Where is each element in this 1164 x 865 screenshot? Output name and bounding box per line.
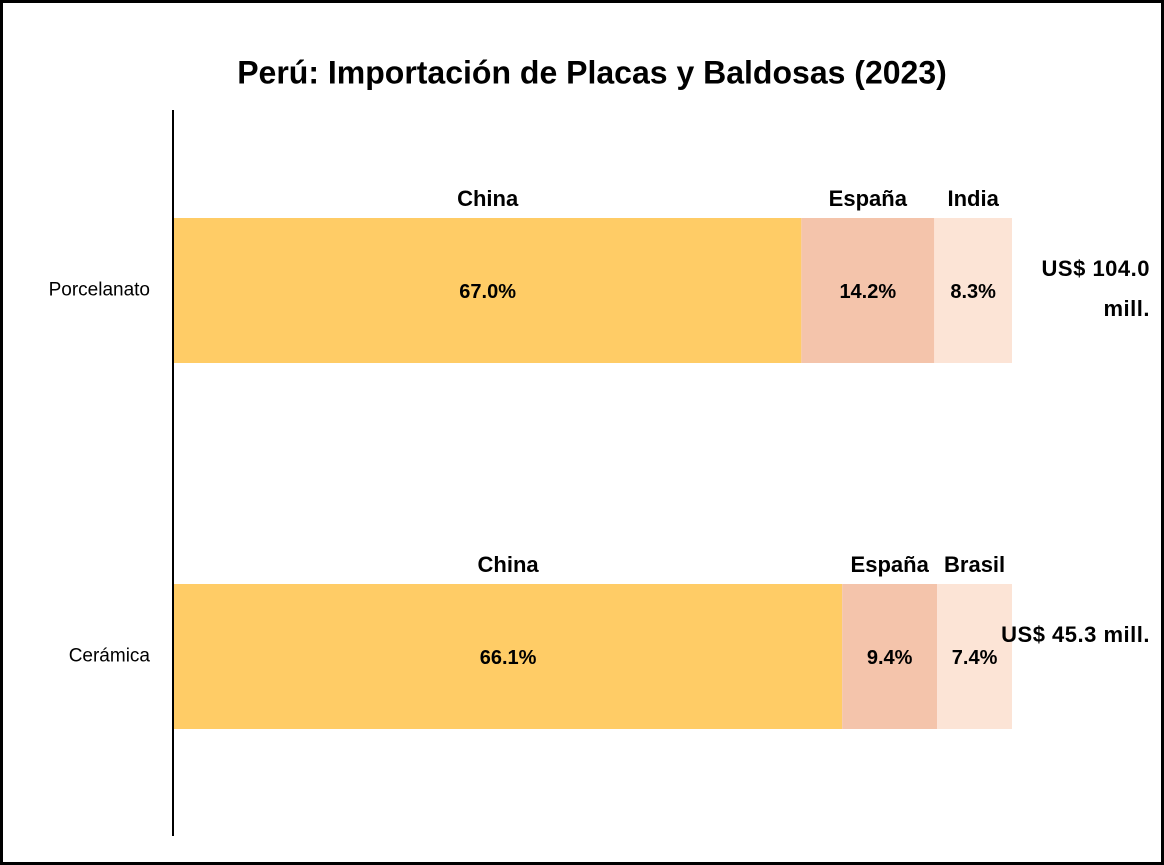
category-label: Porcelanato — [49, 280, 150, 301]
chart-title: Perú: Importación de Placas y Baldosas (… — [237, 54, 947, 90]
value-label: 14.2% — [839, 281, 896, 303]
bar-segment — [842, 584, 938, 729]
bar-segment — [174, 218, 802, 363]
bar-segment — [801, 218, 935, 363]
total-label: US$ 45.3 mill. — [1001, 621, 1150, 647]
category-label: Cerámica — [69, 646, 151, 667]
bar-segment — [934, 218, 1012, 363]
segment-label: España — [851, 552, 930, 577]
segment-label: China — [478, 552, 540, 577]
bar-segment — [937, 584, 1012, 729]
value-label: 7.4% — [952, 647, 998, 669]
value-label: 66.1% — [480, 647, 537, 669]
segment-label: China — [457, 186, 519, 211]
value-label: 9.4% — [867, 647, 913, 669]
bar-segment — [174, 584, 843, 729]
segment-label: India — [947, 186, 999, 211]
segment-label: España — [829, 186, 908, 211]
segment-label: Brasil — [944, 552, 1005, 577]
total-label: US$ 104.0 mill. — [1041, 255, 1150, 321]
value-label: 8.3% — [950, 281, 996, 303]
value-label: 67.0% — [459, 281, 516, 303]
